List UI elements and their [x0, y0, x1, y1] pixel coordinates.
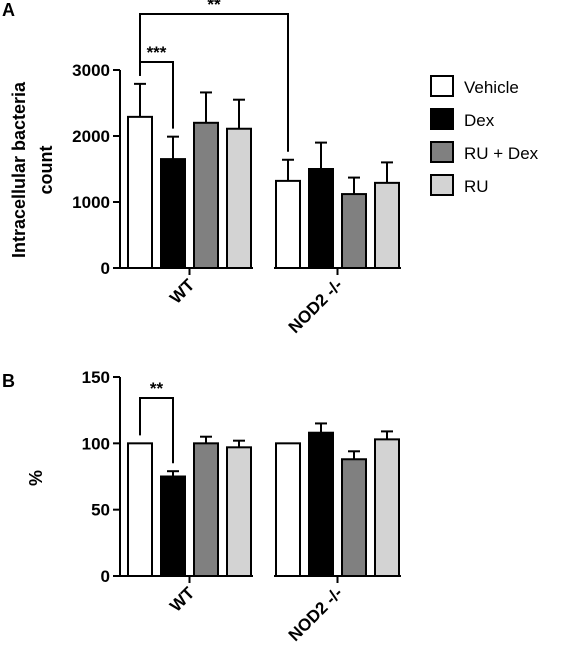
bar-wt-dex [160, 475, 186, 577]
legend-swatch-vehicle [430, 75, 454, 97]
legend-label: RU + Dex [464, 144, 539, 163]
significance-bracket [139, 13, 289, 152]
bar-nod2-vehicle [275, 179, 301, 270]
legend-swatch-ru [430, 174, 454, 196]
bar-wt-rudex [193, 442, 219, 578]
x-tick-label: NOD2 -/- [285, 275, 347, 337]
bar-wt-vehicle [127, 442, 153, 578]
significance-label: *** [147, 43, 167, 62]
bar-wt-ru [226, 446, 252, 577]
bar-wt-rudex [193, 121, 219, 269]
y-tick-label: 50 [91, 501, 110, 520]
y-tick-label: 100 [82, 434, 110, 453]
y-axis-label: count [36, 146, 56, 195]
bar-nod2-vehicle [275, 442, 301, 578]
bar-nod2-dex [308, 168, 334, 269]
x-tick-label: WT [166, 275, 199, 308]
y-tick-label: 0 [101, 259, 110, 278]
y-tick-label: 3000 [72, 61, 110, 80]
panel-b-plot: 0 50 100 150% WT NOD2 -/- ** [26, 368, 401, 645]
x-tick-label: WT [166, 583, 199, 616]
y-tick-label: 2000 [72, 127, 110, 146]
x-tick-label: NOD2 -/- [285, 583, 347, 645]
bar-nod2-ru [374, 181, 400, 269]
bar-wt-dex [160, 158, 186, 270]
bar-nod2-rudex [341, 193, 367, 269]
significance-label: ** [207, 0, 221, 14]
legend-label: RU [464, 177, 489, 196]
panel-a-plot: 0 1000 2000 3000 Intracellular bacteria count… [9, 0, 401, 337]
bar-wt-ru [226, 127, 252, 269]
panel-a-letter: A [2, 0, 15, 20]
bar-nod2-ru [374, 438, 400, 577]
bar-nod2-rudex [341, 458, 367, 577]
y-tick-label: 1000 [72, 193, 110, 212]
y-tick-label: 150 [82, 368, 110, 387]
panel-b-letter: B [2, 371, 15, 391]
legend-label: Vehicle [464, 78, 519, 97]
legend-swatch-dex [430, 108, 454, 130]
significance-bracket [139, 397, 174, 464]
legend-label: Dex [464, 111, 495, 130]
legend: Vehicle Dex RU + Dex RU [430, 75, 539, 196]
y-axis-label: Intracellular bacteria [9, 81, 29, 258]
y-axis-label: % [26, 470, 46, 486]
y-tick-label: 0 [101, 567, 110, 586]
bar-nod2-dex [308, 431, 334, 577]
significance-label: ** [150, 379, 164, 398]
legend-swatch-rudex [430, 141, 454, 163]
bar-wt-vehicle [127, 115, 153, 269]
